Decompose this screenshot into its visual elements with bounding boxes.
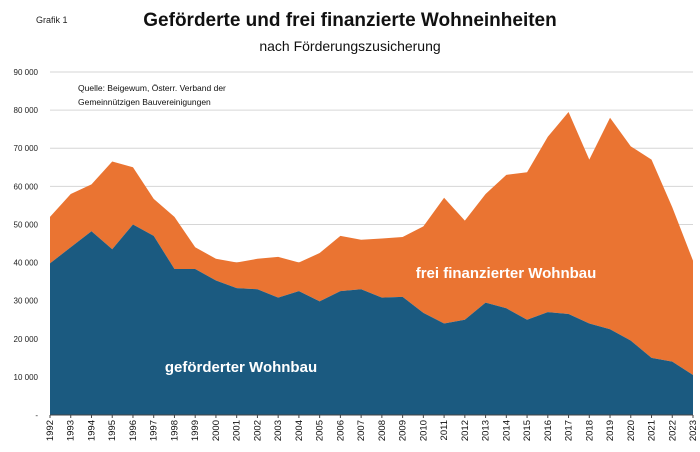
y-tick-label-80000: 80 000 [14,106,39,115]
x-tick-label-2005: 2005 [315,420,326,441]
area-frei-finanzierter-wohnbau [50,112,693,375]
chart-subtitle: nach Förderungszusicherung [259,38,441,54]
x-tick-label-2021: 2021 [647,420,658,441]
x-tick-label-1993: 1993 [66,420,77,441]
x-tick-label-2001: 2001 [232,420,243,441]
y-tick-label-90000: 90 000 [14,68,39,77]
chart-title: Geförderte und frei finanzierte Wohneinh… [143,10,557,31]
x-tick-label-2010: 2010 [418,420,429,441]
series-label-gefoerdert: geförderter Wohnbau [165,359,317,376]
x-tick-label-2015: 2015 [522,420,533,441]
x-tick-label-2002: 2002 [252,420,263,441]
x-tick-label-2008: 2008 [377,420,388,441]
x-tick-label-2012: 2012 [460,420,471,441]
x-tick-label-1992: 1992 [45,420,56,441]
x-tick-label-2013: 2013 [481,420,492,441]
y-tick-label-70000: 70 000 [14,144,39,153]
x-tick-label-1999: 1999 [190,420,201,441]
x-tick-label-2014: 2014 [501,420,512,441]
series-label-frei-finanziert: frei finanzierter Wohnbau [416,265,597,282]
x-tick-label-2017: 2017 [564,420,575,441]
x-tick-label-1994: 1994 [86,420,97,441]
x-tick-label-2018: 2018 [584,420,595,441]
x-tick-label-1997: 1997 [149,420,160,441]
x-tick-label-1995: 1995 [107,420,118,441]
x-tick-label-2020: 2020 [626,420,637,441]
x-tick-label-2000: 2000 [211,420,222,441]
source-line-1: Quelle: Beigewum, Österr. Verband der [78,83,226,93]
x-tick-label-2016: 2016 [543,420,554,441]
x-tick-label-2004: 2004 [294,420,305,441]
y-tick-label-30000: 30 000 [14,297,39,306]
y-tick-label-60000: 60 000 [14,182,39,191]
area-gefoerderter-wohnbau [50,224,693,415]
x-tick-label-2019: 2019 [605,420,616,441]
areas [50,112,693,415]
x-tick-label-2003: 2003 [273,420,284,441]
x-tick-label-2022: 2022 [667,420,678,441]
y-tick-label-50000: 50 000 [14,220,39,229]
y-tick-label-20000: 20 000 [14,335,39,344]
x-tick-label-1998: 1998 [169,420,180,441]
source-line-2: Gemeinnützigen Bauvereinigungen [78,97,211,107]
x-tick-label-2023: 2023 [688,420,699,441]
x-tick-label-2009: 2009 [398,420,409,441]
axes: - 10 000 20 000 30 000 40 000 50 000 60 000 70 … [14,68,699,441]
y-tick-label-10000: 10 000 [14,373,39,382]
x-tick-label-2007: 2007 [356,420,367,441]
x-tick-label-2011: 2011 [439,420,450,440]
figure-label: Grafik 1 [36,15,68,25]
x-tick-label-1996: 1996 [128,420,139,441]
x-tick-label-2006: 2006 [335,420,346,441]
y-tick-label-0: - [35,411,38,420]
y-tick-label-40000: 40 000 [14,259,39,268]
